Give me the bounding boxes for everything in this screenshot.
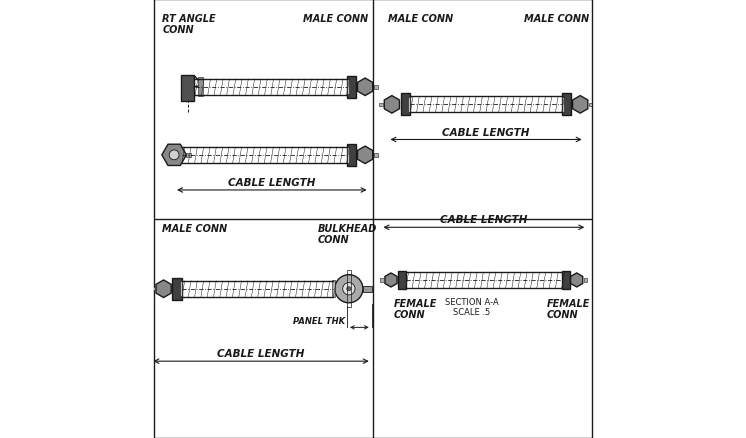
Bar (332, 280, 335, 298)
Polygon shape (357, 79, 373, 96)
Bar (181, 76, 194, 102)
Bar (374, 154, 378, 157)
Text: CABLE LENGTH: CABLE LENGTH (440, 215, 527, 225)
Text: CABLE LENGTH: CABLE LENGTH (217, 349, 305, 358)
Polygon shape (571, 273, 583, 287)
Text: MALE CONN: MALE CONN (163, 223, 228, 233)
Bar (562, 271, 570, 290)
Bar (401, 94, 410, 116)
Polygon shape (384, 96, 399, 114)
Bar (186, 153, 191, 158)
Bar (198, 78, 204, 97)
Bar (380, 279, 384, 282)
Circle shape (347, 287, 351, 291)
Text: FEMALE
CONN: FEMALE CONN (394, 298, 437, 319)
Bar (151, 287, 155, 291)
Bar (379, 103, 383, 107)
Bar (172, 278, 182, 300)
Bar (347, 148, 349, 163)
Bar (180, 282, 182, 297)
Bar (398, 271, 406, 290)
Text: BULKHEAD
CONN: BULKHEAD CONN (318, 223, 377, 244)
Bar (347, 77, 357, 99)
Text: PANEL THK: PANEL THK (292, 316, 345, 325)
Bar (347, 271, 351, 307)
Polygon shape (573, 96, 588, 114)
Polygon shape (156, 280, 171, 298)
Text: CABLE LENGTH: CABLE LENGTH (442, 127, 530, 137)
Bar (374, 86, 378, 89)
Text: CABLE LENGTH: CABLE LENGTH (228, 178, 316, 187)
Bar (363, 286, 372, 292)
Bar (347, 80, 349, 95)
Polygon shape (162, 145, 186, 166)
Polygon shape (357, 147, 373, 164)
Bar (562, 97, 564, 113)
Polygon shape (385, 273, 397, 287)
Text: RT ANGLE
CONN: RT ANGLE CONN (163, 14, 216, 35)
Text: MALE CONN: MALE CONN (303, 14, 368, 24)
Circle shape (169, 151, 179, 160)
Text: MALE CONN: MALE CONN (524, 14, 589, 24)
Circle shape (335, 275, 363, 303)
Bar (408, 97, 410, 113)
Bar (583, 279, 587, 282)
Bar (562, 94, 571, 116)
Bar (589, 103, 593, 107)
Bar (347, 145, 357, 166)
Text: FEMALE
CONN: FEMALE CONN (546, 298, 590, 319)
Circle shape (342, 283, 355, 295)
Text: MALE CONN: MALE CONN (389, 14, 454, 24)
Text: SECTION A-A
SCALE .5: SECTION A-A SCALE .5 (445, 297, 498, 316)
